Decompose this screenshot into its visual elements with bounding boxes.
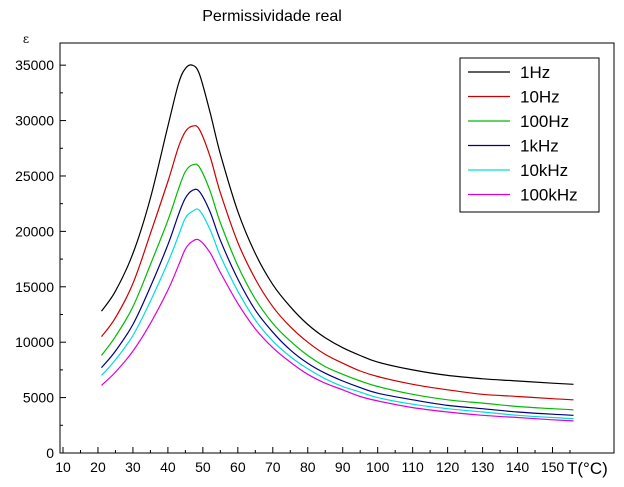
y-axis-label: ε [23,32,29,46]
x-tick-label: 130 [471,459,495,475]
x-tick-label: 90 [335,459,351,475]
y-tick-label: 35000 [15,57,54,73]
x-tick-label: 60 [230,459,246,475]
x-tick-label: 80 [300,459,316,475]
legend: 1Hz 10Hz 100Hz 1kHz 10kHz 100kHz [459,57,600,213]
x-tick-label: 120 [436,459,460,475]
x-tick-label: 100 [366,459,390,475]
series-lines [101,64,574,422]
legend-label: 10kHz [520,161,568,180]
y-tick-label: 0 [46,445,54,461]
x-tick-label: 70 [265,459,281,475]
y-tick-label: 20000 [15,223,54,239]
legend-label: 10Hz [520,88,560,107]
plot-frame [59,42,615,454]
x-tick-label: 140 [506,459,530,475]
y-tick-label: 25000 [15,168,54,184]
y-tick-label: 15000 [15,279,54,295]
legend-label: 1Hz [520,63,550,82]
series-line-1hz [101,64,574,385]
x-axis-label: T(°C) [567,459,608,478]
x-tick-label: 20 [90,459,106,475]
y-tick-label: 30000 [15,113,54,129]
x-tick-label: 150 [541,459,565,475]
legend-box [459,57,600,213]
y-tick-label: 10000 [15,334,54,350]
chart-title: Permissividade real [202,8,342,25]
series-line-100khz [101,238,574,422]
series-line-100hz [101,163,574,411]
series-line-1khz [101,188,574,416]
legend-label: 100kHz [520,186,578,205]
axis-ticks: 0 5000 10000 15000 20000 25000 30000 35000 10 20 3… [15,57,571,475]
series-line-10hz [101,125,574,401]
legend-label: 100Hz [520,112,569,131]
x-tick-label: 110 [401,459,424,475]
y-tick-label: 5000 [23,390,54,406]
series-line-10khz [101,208,574,420]
x-tick-label: 10 [55,459,71,475]
x-tick-label: 50 [195,459,211,475]
legend-label: 1kHz [520,137,559,156]
x-tick-label: 40 [160,459,176,475]
x-tick-label: 30 [125,459,141,475]
